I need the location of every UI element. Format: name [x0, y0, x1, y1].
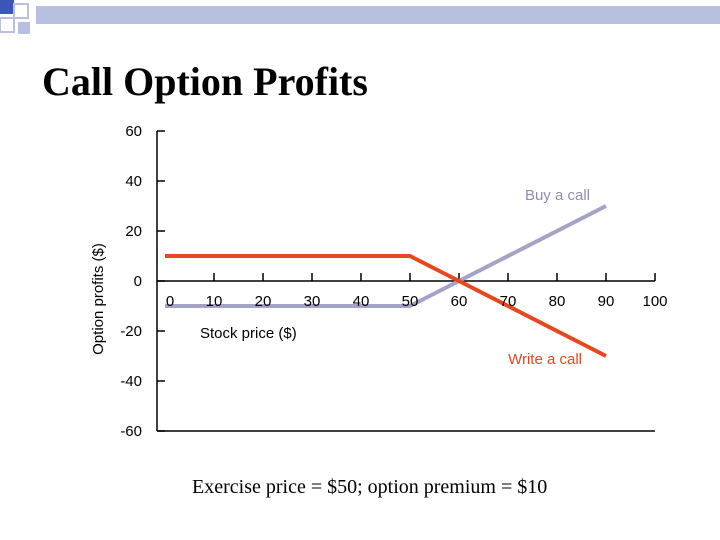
- deco-bar: [36, 6, 720, 24]
- buy-call-line: [165, 204, 607, 308]
- deco-square-3: [0, 17, 15, 33]
- write-call-label: Write a call: [508, 351, 582, 368]
- write-call-line: [165, 254, 607, 358]
- x-tick-label: 20: [255, 293, 272, 310]
- deco-square-4: [18, 22, 30, 34]
- x-tick-label: 60: [451, 293, 468, 310]
- x-tick-label: 100: [642, 293, 667, 310]
- y-tick-label: 40: [125, 173, 142, 190]
- y-axis-title: Option profits ($): [90, 243, 107, 355]
- deco-square-1: [0, 0, 14, 14]
- corner-decoration: [0, 0, 720, 34]
- x-tick-label: 70: [500, 293, 517, 310]
- x-tick-label: 80: [549, 293, 566, 310]
- buy-call-label: Buy a call: [525, 187, 590, 204]
- x-axis-title: Stock price ($): [200, 325, 297, 342]
- y-tick-label: -20: [120, 323, 142, 340]
- slide-title: Call Option Profits: [42, 59, 368, 104]
- x-tick-label: 0: [166, 293, 174, 310]
- y-tick-label: 0: [134, 273, 142, 290]
- y-tick-label: 20: [125, 223, 142, 240]
- deco-square-2: [13, 3, 29, 19]
- x-tick-label: 90: [598, 293, 615, 310]
- x-tick-label: 30: [304, 293, 321, 310]
- x-tick-label: 50: [402, 293, 419, 310]
- footer-note: Exercise price = $50; option premium = $…: [192, 476, 548, 498]
- y-tick-label: -40: [120, 373, 142, 390]
- x-tick-label: 10: [206, 293, 223, 310]
- y-tick-label: 60: [125, 123, 142, 140]
- x-tick-label: 40: [353, 293, 370, 310]
- y-tick-label: -60: [120, 423, 142, 440]
